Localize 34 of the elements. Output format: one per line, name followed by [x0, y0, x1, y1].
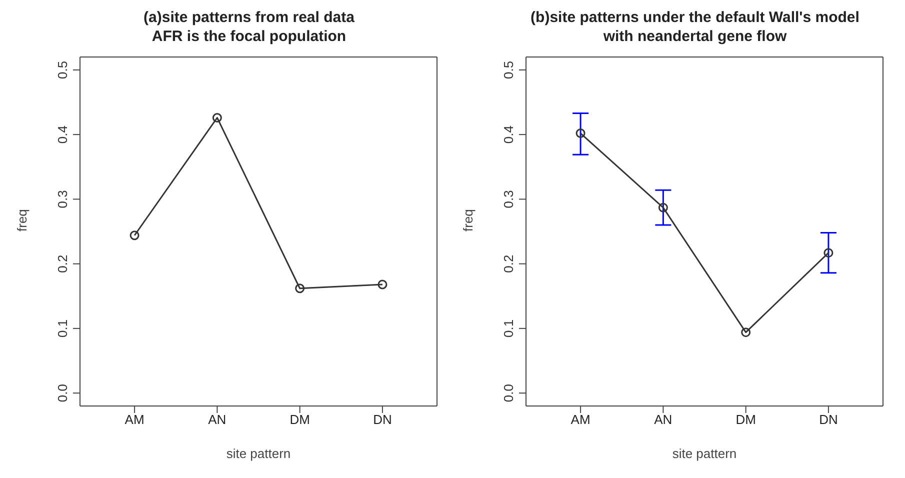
- y-tick-label: 0.0: [55, 384, 70, 402]
- x-tick-label: AN: [208, 412, 226, 428]
- y-axis-title: freq: [460, 209, 476, 232]
- y-tick-label: 0.2: [501, 254, 516, 273]
- y-tick-label: 0.1: [501, 319, 516, 338]
- point: [295, 284, 305, 294]
- point: [741, 328, 751, 338]
- point: [576, 128, 586, 138]
- y-tick-label: 0.4: [501, 126, 516, 144]
- y-tick-label: 0.0: [501, 384, 516, 402]
- y-axis-title: freq: [14, 209, 30, 232]
- point: [378, 280, 388, 290]
- y-tick-label: 0.5: [501, 60, 516, 79]
- y-tick-label: 0.2: [55, 254, 70, 273]
- chart-title: (b)site patterns under the default Wall's model with neandertal gene flow: [530, 8, 860, 46]
- x-axis-title: site pattern: [226, 446, 291, 461]
- chart-title: (a)site patterns from real data AFR is the focal population: [142, 8, 356, 46]
- x-tick-label: DM: [736, 412, 756, 428]
- y-tick-label: 0.4: [55, 126, 70, 144]
- y-tick-label: 0.3: [501, 190, 516, 208]
- point: [824, 248, 834, 258]
- y-tick-label: 0.5: [55, 60, 70, 79]
- x-axis-title: site pattern: [672, 446, 737, 461]
- y-tick-label: 0.3: [55, 190, 70, 208]
- x-tick-label: AN: [654, 412, 672, 428]
- y-tick-label: 0.1: [55, 319, 70, 338]
- point: [130, 230, 140, 240]
- x-tick-label: AM: [570, 412, 590, 428]
- x-tick-label: DM: [290, 412, 310, 428]
- x-tick-label: DN: [819, 412, 838, 428]
- x-tick-label: DN: [373, 412, 392, 428]
- point: [658, 202, 668, 212]
- point: [212, 113, 222, 122]
- x-tick-label: AM: [124, 412, 144, 428]
